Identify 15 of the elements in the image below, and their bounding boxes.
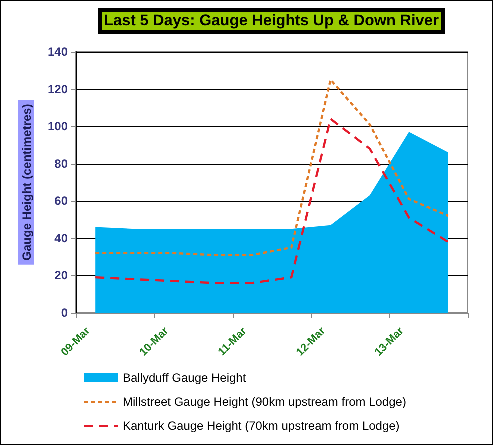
y-tick-label: 20 — [54, 268, 68, 283]
line-series — [94, 118, 450, 284]
y-tick-label: 120 — [48, 82, 68, 96]
y-tick-label: 40 — [54, 231, 68, 246]
y-tick-label: 140 — [48, 45, 68, 59]
y-tick-label: 80 — [54, 156, 68, 171]
y-tick-label: 60 — [54, 194, 68, 208]
y-tick-label: 100 — [48, 120, 68, 134]
legend-label: Millstreet Gauge Height (90km upstream from Lodge) — [123, 395, 406, 409]
y-axis-title: Gauge Height (centimetres) — [20, 104, 34, 261]
line-series — [94, 78, 450, 256]
y-tick-label: 0 — [61, 306, 68, 320]
legend-label: Kanturk Gauge Height (70km upstream from Lodge) — [123, 419, 400, 433]
legend-label: Ballyduff Gauge Height — [123, 371, 247, 385]
chart-title: Last 5 Days: Gauge Heights Up & Down River — [104, 12, 440, 30]
